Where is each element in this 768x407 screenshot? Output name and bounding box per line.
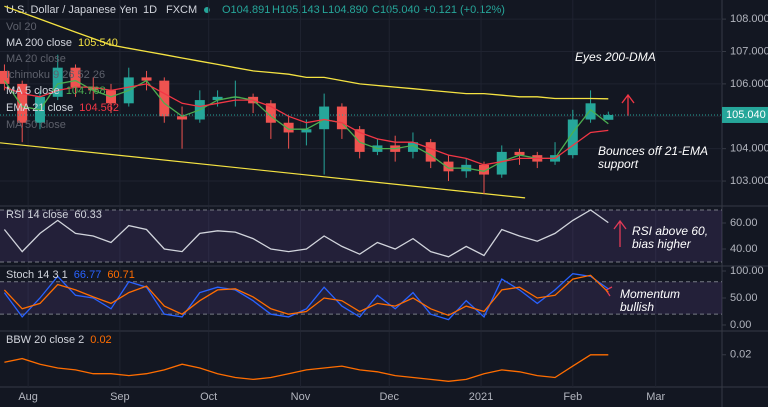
candle-body	[177, 116, 188, 120]
legend-inactive: Ichimoku 9 26 52 26	[6, 69, 105, 81]
candle-body	[52, 67, 63, 97]
legend-value: 60.33	[74, 209, 102, 221]
legend-value: 0.02	[90, 334, 111, 346]
line	[4, 83, 609, 166]
x-tick-label: Oct	[200, 391, 217, 403]
annotation: bias higher	[632, 237, 692, 251]
line	[3, 273, 609, 321]
legend-name: EMA 21 close	[6, 102, 73, 114]
candle-body	[514, 151, 525, 156]
y-tick-label: 60.00	[730, 217, 758, 229]
legend-value: 104.562	[79, 102, 119, 114]
pane-title: Stoch 14 3 1	[6, 269, 68, 281]
candle-body	[443, 161, 454, 172]
line	[3, 274, 609, 317]
x-tick-label: Mar	[646, 391, 665, 403]
candle-body	[496, 151, 507, 175]
candle-body	[0, 70, 10, 84]
candle-body	[354, 129, 365, 152]
symbol: U.S. Dollar / Japanese Yen	[6, 4, 137, 16]
legend-name: MA 5 close	[6, 85, 60, 97]
y-tick-label: 40.00	[730, 243, 758, 255]
candle-body	[70, 67, 81, 88]
trendline	[0, 142, 526, 199]
line	[4, 5, 609, 100]
annotation: RSI above 60,	[632, 224, 708, 238]
candle-body	[603, 114, 614, 120]
interval: 1D	[143, 4, 157, 16]
y-tick-label: 108.000	[730, 13, 768, 25]
annotation: Eyes 200-DMA	[575, 50, 656, 64]
x-tick-label: 2021	[469, 391, 493, 403]
y-tick-label: 50.00	[730, 292, 758, 304]
x-tick-label: Aug	[18, 391, 38, 403]
y-tick-label: 103.000	[730, 175, 768, 187]
y-tick-label: 100.00	[730, 265, 764, 277]
arrow	[613, 219, 627, 247]
candle-body	[212, 96, 223, 101]
candle-body	[301, 129, 312, 133]
legend-inactive: Vol 20	[6, 21, 37, 33]
legend-inactive: MA 50 close	[6, 119, 66, 131]
candle-body	[567, 119, 578, 156]
x-tick-label: Dec	[379, 391, 399, 403]
x-tick-label: Sep	[110, 391, 130, 403]
ohlc-value: C105.040	[372, 4, 420, 16]
y-tick-label: 107.000	[730, 45, 768, 57]
candle-body	[265, 103, 276, 123]
candle-body	[478, 164, 489, 175]
legend-value: 60.71	[107, 269, 135, 281]
legend-value: 105.540	[78, 37, 118, 49]
legend-inactive: MA 20 close	[6, 53, 66, 65]
line	[4, 354, 609, 382]
x-tick-label: Feb	[563, 391, 582, 403]
y-tick-label: 0.02	[730, 349, 751, 361]
pane-title: BBW 20 close 2	[6, 334, 84, 346]
candle-body	[88, 87, 99, 91]
candle-body	[336, 106, 347, 130]
ohlc-value: L104.890	[322, 4, 368, 16]
last-price-label: 105.040	[726, 109, 766, 121]
x-tick-label: Nov	[291, 391, 311, 403]
band	[0, 281, 722, 315]
line	[3, 79, 609, 172]
annotation: bullish	[620, 300, 654, 314]
y-tick-label: 0.00	[730, 319, 751, 331]
candle-body	[585, 103, 596, 120]
candle-body	[283, 122, 294, 133]
candle-body	[319, 106, 330, 130]
candle-body	[17, 83, 28, 123]
band	[0, 209, 722, 263]
y-tick-label: 104.000	[730, 143, 768, 155]
ohlc-value: +0.121 (+0.12%)	[423, 4, 505, 16]
arrow	[621, 93, 635, 116]
annotation: Momentum	[620, 287, 680, 301]
legend-name: MA 200 close	[6, 37, 72, 49]
pane-title: RSI 14 close	[6, 209, 68, 221]
y-tick-label: 106.000	[730, 78, 768, 90]
candle-body	[141, 77, 152, 81]
annotation: Bounces off 21-EMA	[598, 144, 708, 158]
source: FXCM	[166, 4, 197, 16]
ohlc-value: O104.891	[222, 4, 270, 16]
ohlc-value: H105.143	[272, 4, 320, 16]
legend-value: 66.77	[74, 269, 102, 281]
candle-body	[425, 142, 436, 162]
legend-value: 104.768	[66, 85, 106, 97]
candle-body	[159, 80, 170, 117]
candle-body	[407, 142, 418, 152]
line	[3, 209, 609, 258]
annotation: support	[598, 157, 639, 171]
last-price-box	[722, 106, 768, 123]
